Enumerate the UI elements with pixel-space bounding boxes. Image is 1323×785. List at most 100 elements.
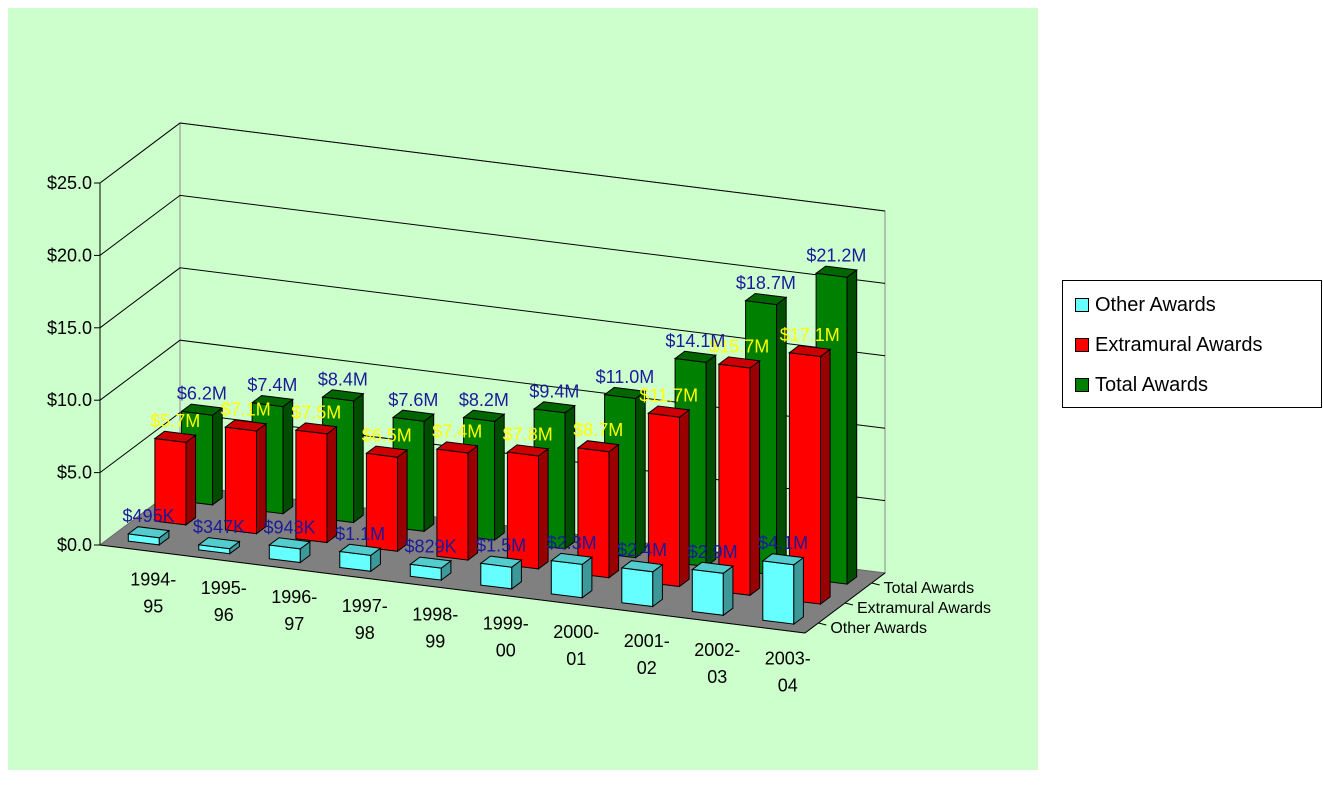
bar-total-side [212, 406, 223, 506]
gridline [99, 122, 886, 212]
bar-total-side [635, 390, 646, 559]
legend-item-other: Other Awards [1075, 285, 1321, 325]
bar-extramural-side [749, 359, 761, 597]
legend-label-total: Total Awards [1095, 373, 1209, 396]
bar-extramural-front [647, 412, 680, 588]
bar-extramural-top [788, 344, 832, 358]
bar-extramural-top [576, 440, 620, 453]
x-tick-label: 2003-04 [765, 649, 811, 696]
data-label-extramural: $17.1M [780, 325, 840, 345]
bar-other-front [621, 567, 654, 608]
bar-total-top [321, 389, 365, 402]
y-tick-label: $0.0 [57, 535, 92, 555]
bar-other-front [550, 560, 583, 599]
depth-tick [844, 602, 854, 606]
depth-axis-label: Extramural Awards [857, 600, 991, 617]
data-label-total: $7.6M [388, 390, 438, 410]
bar-total-top [391, 409, 435, 422]
bar-extramural-top [435, 441, 479, 454]
bar-other-top [550, 552, 594, 565]
bar-extramural-top [717, 356, 761, 369]
bar-extramural-top [294, 422, 338, 435]
bar-other-top [620, 560, 664, 573]
data-label-total: $7.4M [247, 375, 297, 395]
data-label-extramural: $6.5M [362, 426, 412, 446]
legend-swatch-total [1075, 378, 1089, 392]
bar-extramural-top [647, 405, 691, 418]
depth-tick [818, 622, 827, 626]
bar-extramural-side [820, 348, 831, 606]
y-tick-label: $5.0 [57, 463, 92, 483]
data-label-total: $14.1M [665, 331, 725, 351]
data-label-other: $2.9M [688, 542, 738, 562]
bar-other-top [409, 556, 453, 569]
legend-item-total: Total Awards [1075, 365, 1321, 405]
depth-axis-label: Other Awards [830, 620, 927, 637]
legend-swatch-other [1075, 298, 1089, 312]
x-tick-label: 1994-95 [130, 569, 176, 616]
bar-extramural-top [506, 444, 550, 457]
data-label-extramural: $11.7M [639, 386, 698, 406]
x-tick-label: 1997-98 [342, 596, 388, 643]
x-tick-label: 2000-01 [553, 622, 599, 669]
bar-total-top [250, 394, 294, 408]
bar-other-top [691, 561, 735, 574]
y-tick-label: $20.0 [47, 245, 92, 265]
legend: Other Awards Extramural Awards Total Awa… [1062, 280, 1322, 408]
data-label-other: $2.4M [617, 540, 667, 560]
data-label-total: $8.2M [459, 390, 509, 410]
data-label-extramural: $5.7M [150, 411, 200, 431]
bar-extramural-side [185, 434, 197, 526]
gridline [99, 194, 886, 284]
data-label-total: $9.4M [529, 381, 579, 401]
bar-other-top [268, 537, 312, 550]
bar-other-top [479, 555, 523, 568]
x-axis-line [99, 544, 806, 634]
plot-background [8, 8, 1038, 770]
bar-total-top [180, 403, 224, 416]
bar-extramural-top [153, 430, 197, 443]
bar-total-top [532, 401, 576, 414]
legend-item-extramural: Extramural Awards [1075, 325, 1321, 365]
bar-total-side [705, 354, 717, 568]
data-label-other: $1.1M [335, 524, 385, 544]
bar-other-front [691, 568, 724, 616]
x-tick-label: 1996-97 [271, 587, 317, 634]
bar-total-top [603, 386, 647, 400]
bar-other-top [197, 537, 241, 550]
bar-total-top [462, 409, 506, 422]
y-tick-label: $10.0 [47, 390, 92, 410]
bar-other-front [762, 560, 795, 625]
data-label-other: $347K [193, 517, 245, 537]
gridline [99, 339, 886, 429]
bar-other-top [127, 526, 171, 539]
x-tick-label: 1995-96 [201, 578, 247, 625]
y-tick-label: $15.0 [47, 318, 92, 338]
bar-extramural-top [224, 419, 268, 432]
bar-total-side [846, 269, 858, 586]
data-label-extramural: $8.7M [573, 420, 623, 440]
gridline [99, 267, 886, 357]
data-label-extramural: $7.5M [291, 402, 341, 422]
legend-label-other: Other Awards [1095, 293, 1216, 316]
bar-other-side [793, 556, 804, 626]
data-label-other: $2.3M [547, 533, 597, 553]
data-label-extramural: $7.4M [432, 421, 482, 441]
legend-label-extramural: Extramural Awards [1095, 333, 1263, 356]
data-label-other: $829K [405, 537, 457, 557]
y-tick-label: $25.0 [47, 173, 92, 193]
data-label-extramural: $7.1M [221, 399, 271, 419]
data-label-total: $18.7M [736, 273, 796, 293]
depth-axis-label: Total Awards [884, 580, 974, 597]
depth-tick [871, 582, 880, 586]
bar-total-top [744, 292, 788, 306]
data-label-other: $495K [123, 506, 175, 526]
bar-other-side [722, 565, 734, 617]
data-label-extramural: $15.7M [709, 336, 769, 356]
legend-swatch-extramural [1075, 338, 1089, 352]
data-label-other: $1.5M [476, 536, 526, 556]
data-label-total: $6.2M [177, 384, 227, 404]
bar-total-top [673, 350, 717, 363]
